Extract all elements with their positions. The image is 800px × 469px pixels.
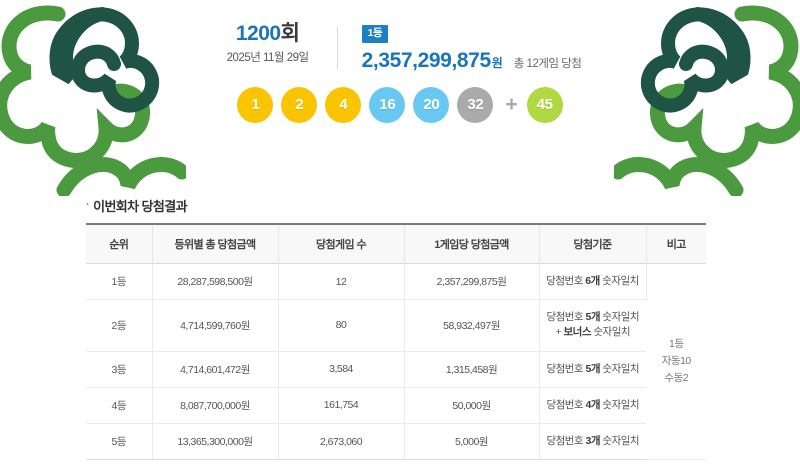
winning-ball: 2: [281, 86, 318, 123]
cell-criteria: 당첨번호 6개 숫자일치: [539, 263, 647, 301]
table-row: 3등 4,714,601,472원 3,584 1,315,458원 당첨번호 …: [86, 351, 706, 388]
winning-numbers: 1 2 4 16 20 32 + 45: [237, 86, 563, 123]
section-title-label: 이번회차 당첨결과: [93, 199, 188, 214]
column-header-total-prize: 등위별 총 당첨금액: [152, 224, 279, 264]
cell-winning-games: 2,673,060: [278, 423, 405, 461]
first-prize-currency: 원: [491, 55, 503, 70]
cell-winning-games: 12: [278, 263, 405, 301]
round-info: 1200회 2025년 11월 29일: [219, 22, 337, 65]
status-badge: 1등: [361, 25, 389, 43]
cell-criteria: 당첨번호 3개 숫자일치: [539, 423, 646, 461]
table-row: 5등 13,365,300,000원 2,673,060 5,000원 당첨번호…: [86, 423, 706, 461]
column-header-remark: 비고: [646, 224, 706, 264]
table-row: 1등 28,287,598,500원 12 2,357,299,875원 당첨번…: [86, 263, 706, 461]
cell-rank: 5등: [86, 423, 153, 461]
cell-total-prize: 13,365,300,000원: [152, 423, 279, 461]
cell-prize-per-game: 58,932,497원: [404, 299, 540, 352]
cell-total-prize: 8,087,700,000원: [152, 387, 279, 425]
cell-winning-games: 3,584: [278, 351, 405, 388]
remark-line-2: 자동10: [661, 355, 691, 368]
prize-breakdown-table: 순위 등위별 총 당첨금액 당첨게임 수 1게임당 당첨금액 당첨기준 비고 1…: [86, 223, 706, 461]
hero-banner: 1200회 2025년 11월 29일 1등 2,357,299,875 원 총…: [0, 0, 800, 196]
results-section: · 이번회차 당첨결과 순위 등위별 총 당첨금액 당첨게임 수 1게임당 당첨…: [0, 196, 800, 461]
vertical-divider: [336, 26, 338, 70]
winning-ball: 4: [325, 86, 362, 123]
remark-line-1: 1등: [669, 338, 684, 351]
round-number: 1200회: [219, 22, 317, 45]
cell-criteria: 당첨번호 4개 숫자일치: [539, 387, 646, 425]
first-prize-info: 1등 2,357,299,875 원 총 12게임 당첨: [338, 22, 582, 73]
remark-line-3: 수동2: [664, 372, 689, 385]
cell-rank: 4등: [86, 387, 153, 425]
winning-ball: 1: [237, 86, 274, 123]
bullet-icon: ·: [86, 198, 90, 211]
cell-total-prize: 4,714,601,472원: [152, 351, 279, 388]
table-header-row: 순위 등위별 총 당첨금액 당첨게임 수 1게임당 당첨금액 당첨기준 비고: [86, 224, 706, 264]
winning-ball: 32: [457, 86, 494, 123]
round-number-suffix: 회: [280, 22, 300, 45]
column-header-criteria: 당첨기준: [539, 224, 647, 264]
cell-criteria: 당첨번호 5개 숫자일치: [539, 351, 646, 388]
cell-winning-games: 161,754: [278, 387, 405, 425]
round-number-value: 1200: [235, 22, 281, 45]
cell-total-prize: 28,287,598,500원: [152, 263, 279, 301]
first-prize-amount: 2,357,299,875: [361, 48, 492, 72]
cell-prize-per-game: 5,000원: [404, 423, 540, 461]
cell-winning-games: 80: [278, 299, 405, 352]
cell-prize-per-game: 2,357,299,875원: [404, 263, 540, 301]
column-header-rank: 순위: [86, 224, 153, 264]
winning-ball: 20: [413, 86, 450, 123]
table-row: 4등 8,087,700,000원 161,754 50,000원 당첨번호 4…: [86, 387, 706, 425]
column-header-prize-per-game: 1게임당 당첨금액: [404, 224, 540, 264]
cell-criteria: 당첨번호 5개 숫자일치 + 보너스 숫자일치: [539, 299, 646, 352]
draw-date: 2025년 11월 29일: [226, 52, 309, 65]
cell-rank: 1등: [86, 263, 153, 301]
cell-prize-per-game: 50,000원: [404, 387, 540, 425]
table-row: 2등 4,714,599,760원 80 58,932,497원 당첨번호 5개…: [86, 299, 706, 352]
winning-ball: 16: [369, 86, 406, 123]
cell-remark: 1등 자동10 수동2: [646, 263, 706, 461]
bonus-ball: 45: [526, 86, 563, 123]
cell-prize-per-game: 1,315,458원: [404, 351, 540, 388]
first-prize-winner-count: 총 12게임 당첨: [513, 57, 582, 70]
column-header-winning-games: 당첨게임 수: [278, 224, 405, 264]
cell-rank: 3등: [86, 351, 153, 388]
page-title: · 이번회차 당첨결과: [86, 196, 800, 215]
plus-icon: +: [505, 93, 518, 116]
cell-total-prize: 4,714,599,760원: [152, 299, 279, 352]
cell-rank: 2등: [86, 299, 153, 352]
